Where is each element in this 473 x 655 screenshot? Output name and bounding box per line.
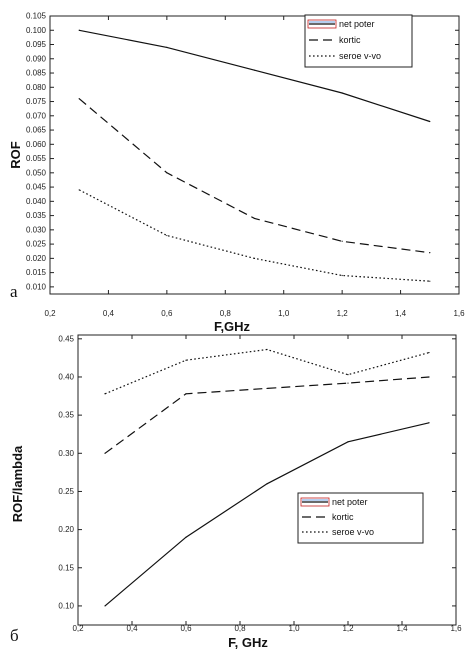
y-tick-label: 0.095 (26, 40, 47, 49)
data-point (78, 29, 80, 31)
y-tick-label: 0.010 (26, 282, 47, 291)
chart-panel-1: 0.010 0.015 0.020 0.025 0.030 0.035 0.040 0.045… (8, 12, 465, 334)
y-tick-label: 0.45 (58, 334, 74, 343)
plot-area-frame (77, 334, 457, 626)
data-point (428, 351, 430, 354)
y-tick-label: 0.20 (58, 525, 74, 534)
y-tick-label: 0.100 (26, 26, 47, 35)
legend-label: net poter (339, 19, 375, 29)
y-tick-label: 0.060 (26, 140, 47, 149)
y-tick-label: 0.10 (58, 602, 74, 611)
legend-label: kortic (332, 512, 354, 522)
legend-swatch-outline (307, 19, 337, 29)
data-point (347, 382, 349, 384)
x-tick-label: 0,4 (126, 624, 138, 633)
data-point (185, 393, 187, 395)
y-tick-label: 0.30 (58, 449, 74, 458)
y-tick-label: 0.020 (26, 254, 47, 263)
data-point (166, 46, 168, 48)
legend-box (297, 492, 424, 544)
data-point (166, 234, 168, 237)
data-point (429, 280, 431, 282)
panel-letter: б (10, 626, 19, 645)
legend-label: kortic (339, 35, 361, 45)
y-tick-label: 0.15 (58, 563, 74, 572)
x-tick-label: 1,0 (278, 309, 290, 318)
x-tick-label: 0,6 (180, 624, 192, 633)
y-tick-label: 0.025 (26, 240, 47, 249)
x-tick-label: 0,2 (44, 309, 56, 318)
chart-panel-2: 0.10 0.15 0.20 0.25 0.30 0.35 0.40 0.45 0,2 0,4 0,… (10, 334, 462, 650)
y-tick-label: 0.045 (26, 183, 47, 192)
series-line-seroe-v-vo (78, 189, 430, 282)
y-tick-label: 0.050 (26, 168, 47, 177)
y-tick-label: 0.035 (26, 211, 47, 220)
data-point (104, 452, 106, 454)
data-point (347, 374, 349, 376)
x-tick-label: 1,4 (395, 309, 407, 318)
legend-label: seroe v-vo (332, 527, 374, 537)
data-point (185, 359, 187, 361)
x-tick-label: 1,0 (288, 624, 300, 633)
y-tick-label: 0.080 (26, 83, 47, 92)
x-tick-label: 1,6 (450, 624, 462, 633)
x-tick-label: 0,8 (234, 624, 246, 633)
data-point (428, 422, 430, 424)
x-tick-label: 0,8 (220, 309, 232, 318)
data-point (253, 257, 256, 259)
data-point (78, 98, 80, 100)
x-tick-label: 1,2 (342, 624, 354, 633)
series-line-kortic (78, 98, 430, 254)
legend-label: net poter (332, 497, 368, 507)
x-tick-label: 1,4 (396, 624, 408, 633)
y-tick-label: 0.35 (58, 411, 74, 420)
x-tick-label: 0,4 (103, 309, 115, 318)
data-point (429, 252, 431, 254)
data-point (166, 172, 168, 174)
y-tick-label: 0.075 (26, 97, 47, 106)
legend-swatch-outline (300, 497, 330, 507)
y-tick-label: 0.085 (26, 69, 47, 78)
y-tick-label: 0.065 (26, 126, 47, 135)
series-line-seroe-v-vo (104, 348, 430, 395)
x-tick-label: 1,2 (337, 309, 349, 318)
x-tick-label: 0,6 (161, 309, 173, 318)
data-point (78, 189, 80, 191)
x-tick-label: 0,2 (72, 624, 84, 633)
data-point (266, 348, 268, 351)
y-tick-label: 0.090 (26, 54, 47, 63)
y-tick-label: 0.055 (26, 154, 47, 163)
y-tick-label: 0.25 (58, 487, 74, 496)
data-point (341, 274, 343, 277)
panel-letter: а (10, 282, 18, 301)
data-point (341, 240, 343, 242)
data-point (428, 376, 430, 378)
data-point (347, 441, 349, 443)
data-point (429, 120, 431, 123)
x-tick-label: 1,6 (453, 309, 465, 318)
data-point (253, 69, 256, 71)
y-axis-label: ROF (8, 141, 23, 169)
legend: net poter kortic seroe v-vo (304, 14, 413, 68)
x-axis-label: F, GHz (228, 635, 268, 650)
y-axis-label: ROF/lambda (10, 445, 25, 522)
y-tick-label: 0.015 (26, 268, 47, 277)
y-tick-label: 0.105 (26, 12, 47, 21)
y-tick-label: 0.40 (58, 373, 74, 382)
data-point (266, 483, 268, 485)
x-axis-label: F,GHz (214, 319, 251, 334)
data-point (253, 217, 256, 220)
data-point (341, 92, 343, 94)
data-point (185, 536, 187, 538)
data-point (266, 387, 268, 390)
y-tick-label: 0.070 (26, 111, 47, 120)
legend-label: seroe v-vo (339, 51, 381, 61)
data-point (104, 605, 106, 607)
legend: net poter kortic seroe v-vo (297, 492, 424, 544)
y-tick-label: 0.030 (26, 225, 47, 234)
plot-area-frame (49, 15, 460, 295)
y-tick-label: 0.040 (26, 197, 47, 206)
data-point (104, 393, 106, 395)
